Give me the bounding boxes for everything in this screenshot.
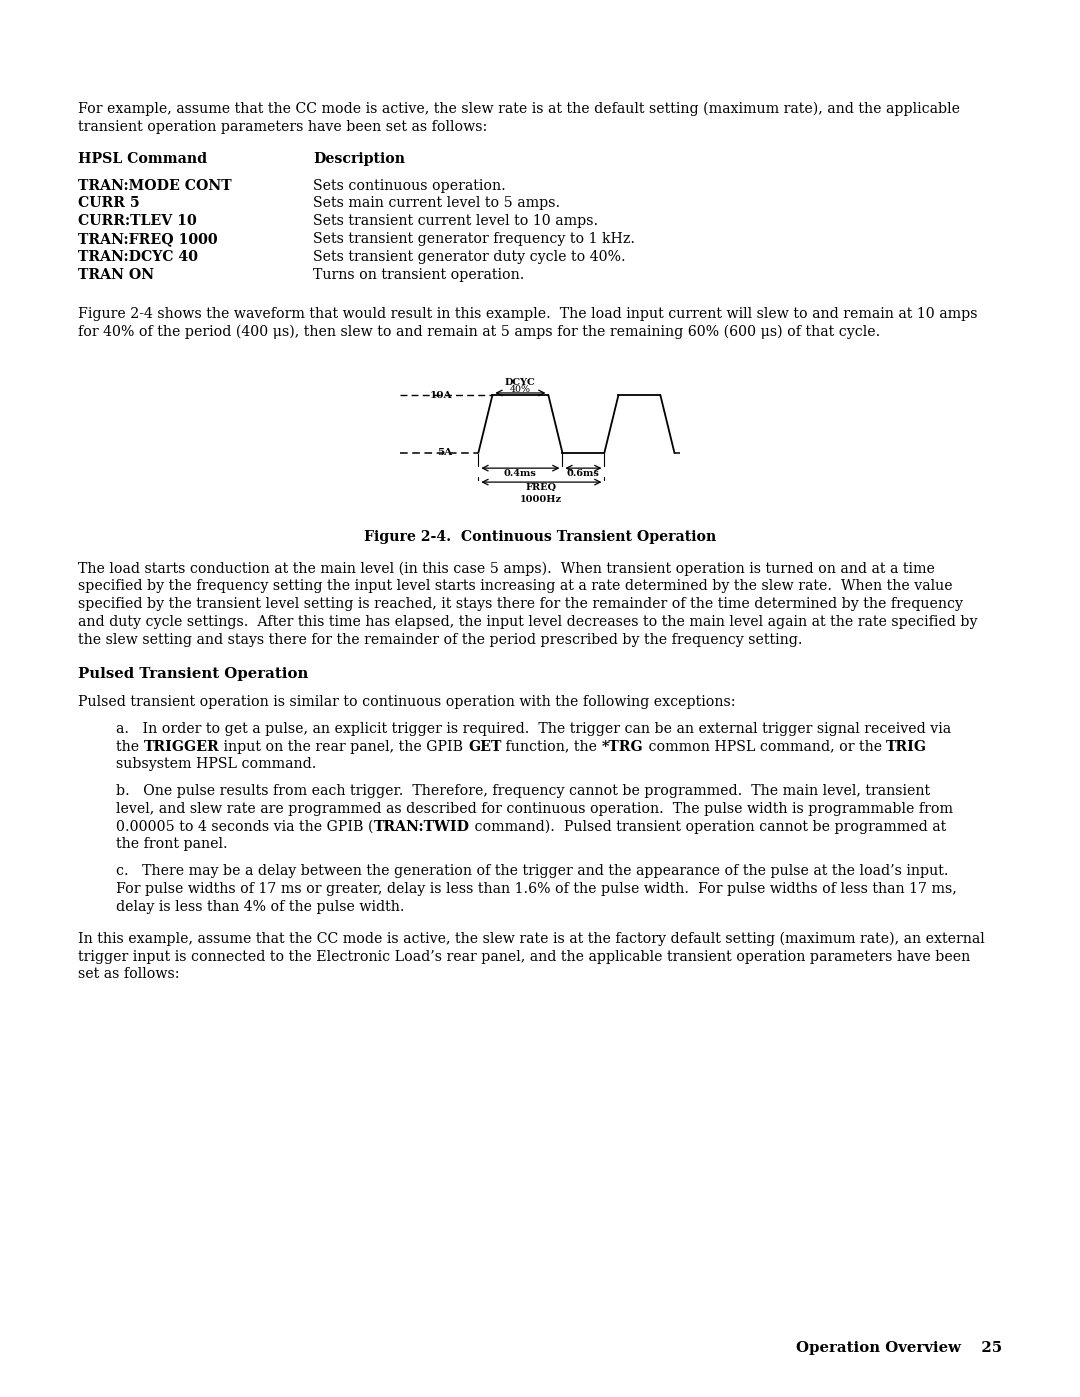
Text: DCYC: DCYC bbox=[505, 377, 536, 387]
Text: Description: Description bbox=[313, 152, 405, 166]
Text: level, and slew rate are programmed as described for continuous operation.  The : level, and slew rate are programmed as d… bbox=[116, 802, 953, 816]
Text: 5A: 5A bbox=[436, 448, 451, 457]
Text: 1000Hz: 1000Hz bbox=[521, 496, 563, 504]
Text: Sets transient current level to 10 amps.: Sets transient current level to 10 amps. bbox=[313, 214, 598, 228]
Text: command).  Pulsed transient operation cannot be programmed at: command). Pulsed transient operation can… bbox=[470, 820, 946, 834]
Text: 10A: 10A bbox=[429, 391, 451, 400]
Text: TRIG: TRIG bbox=[886, 739, 927, 753]
Text: Sets main current level to 5 amps.: Sets main current level to 5 amps. bbox=[313, 197, 561, 211]
Text: For example, assume that the CC mode is active, the slew rate is at the default : For example, assume that the CC mode is … bbox=[78, 102, 960, 116]
Text: TRAN ON: TRAN ON bbox=[78, 268, 154, 282]
Text: 0.6ms: 0.6ms bbox=[567, 469, 599, 478]
Text: the slew setting and stays there for the remainder of the period prescribed by t: the slew setting and stays there for the… bbox=[78, 633, 802, 647]
Text: c.   There may be a delay between the generation of the trigger and the appearan: c. There may be a delay between the gene… bbox=[116, 865, 948, 879]
Text: the front panel.: the front panel. bbox=[116, 837, 228, 852]
Text: Pulsed transient operation is similar to continuous operation with the following: Pulsed transient operation is similar to… bbox=[78, 696, 735, 710]
Text: TRAN:MODE CONT: TRAN:MODE CONT bbox=[78, 179, 231, 193]
Text: Sets transient generator duty cycle to 40%.: Sets transient generator duty cycle to 4… bbox=[313, 250, 625, 264]
Text: subsystem HPSL command.: subsystem HPSL command. bbox=[116, 757, 316, 771]
Text: Figure 2-4.  Continuous Transient Operation: Figure 2-4. Continuous Transient Operati… bbox=[364, 529, 716, 543]
Text: TRAN:TWID: TRAN:TWID bbox=[374, 820, 470, 834]
Text: function, the: function, the bbox=[501, 739, 602, 753]
Text: Figure 2-4 shows the waveform that would result in this example.  The load input: Figure 2-4 shows the waveform that would… bbox=[78, 307, 977, 321]
Text: For pulse widths of 17 ms or greater, delay is less than 1.6% of the pulse width: For pulse widths of 17 ms or greater, de… bbox=[116, 882, 957, 895]
Text: The load starts conduction at the main level (in this case 5 amps).  When transi: The load starts conduction at the main l… bbox=[78, 562, 935, 576]
Text: FREQ: FREQ bbox=[526, 483, 557, 492]
Text: 0.4ms: 0.4ms bbox=[504, 469, 537, 478]
Text: delay is less than 4% of the pulse width.: delay is less than 4% of the pulse width… bbox=[116, 900, 405, 914]
Text: common HPSL command, or the: common HPSL command, or the bbox=[644, 739, 886, 753]
Text: In this example, assume that the CC mode is active, the slew rate is at the fact: In this example, assume that the CC mode… bbox=[78, 932, 985, 946]
Text: *TRG: *TRG bbox=[602, 739, 644, 753]
Text: for 40% of the period (400 μs), then slew to and remain at 5 amps for the remain: for 40% of the period (400 μs), then sle… bbox=[78, 324, 880, 339]
Text: TRIGGER: TRIGGER bbox=[144, 739, 219, 753]
Text: CURR 5: CURR 5 bbox=[78, 197, 139, 211]
Text: HPSL Command: HPSL Command bbox=[78, 152, 207, 166]
Text: TRAN:DCYC 40: TRAN:DCYC 40 bbox=[78, 250, 198, 264]
Text: b.   One pulse results from each trigger.  Therefore, frequency cannot be progra: b. One pulse results from each trigger. … bbox=[116, 784, 930, 798]
Text: Operation Overview    25: Operation Overview 25 bbox=[796, 1341, 1002, 1355]
Text: TRAN:FREQ 1000: TRAN:FREQ 1000 bbox=[78, 232, 218, 246]
Text: a.   In order to get a pulse, an explicit trigger is required.  The trigger can : a. In order to get a pulse, an explicit … bbox=[116, 722, 951, 736]
Text: Sets continuous operation.: Sets continuous operation. bbox=[313, 179, 505, 193]
Text: transient operation parameters have been set as follows:: transient operation parameters have been… bbox=[78, 120, 487, 134]
Text: GET: GET bbox=[468, 739, 501, 753]
Text: set as follows:: set as follows: bbox=[78, 967, 179, 982]
Text: trigger input is connected to the Electronic Load’s rear panel, and the applicab: trigger input is connected to the Electr… bbox=[78, 950, 970, 964]
Text: specified by the frequency setting the input level starts increasing at a rate d: specified by the frequency setting the i… bbox=[78, 580, 953, 594]
Text: Pulsed Transient Operation: Pulsed Transient Operation bbox=[78, 666, 309, 680]
Text: 40%: 40% bbox=[510, 384, 531, 394]
Text: Sets transient generator frequency to 1 kHz.: Sets transient generator frequency to 1 … bbox=[313, 232, 635, 246]
Text: the: the bbox=[116, 739, 144, 753]
Text: CURR:TLEV 10: CURR:TLEV 10 bbox=[78, 214, 197, 228]
Text: input on the rear panel, the GPIB: input on the rear panel, the GPIB bbox=[219, 739, 468, 753]
Text: 0.00005 to 4 seconds via the GPIB (: 0.00005 to 4 seconds via the GPIB ( bbox=[116, 820, 374, 834]
Text: specified by the transient level setting is reached, it stays there for the rema: specified by the transient level setting… bbox=[78, 597, 963, 610]
Text: Turns on transient operation.: Turns on transient operation. bbox=[313, 268, 525, 282]
Text: and duty cycle settings.  After this time has elapsed, the input level decreases: and duty cycle settings. After this time… bbox=[78, 615, 977, 629]
